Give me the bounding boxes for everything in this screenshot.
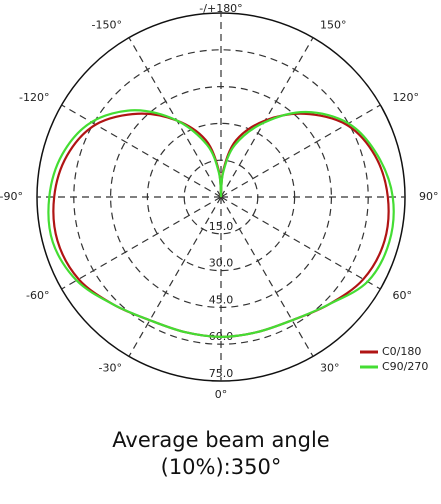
angle-label: 60° (392, 289, 412, 302)
angle-label: -30° (99, 361, 122, 374)
spoke (220, 104, 381, 198)
r-tick-label: 45.0 (209, 293, 234, 306)
spoke (220, 196, 381, 290)
ring (73, 49, 369, 345)
ring (183, 159, 259, 235)
angle-label: -/+180° (199, 2, 242, 15)
legend-label: C90/270 (382, 360, 428, 373)
caption: (10%):350° (161, 455, 282, 479)
angle-label: -90° (0, 190, 23, 203)
angle-label: 90° (419, 190, 439, 203)
ring (146, 122, 296, 272)
r-tick-label: 15.0 (209, 220, 234, 233)
legend-label: C0/180 (382, 345, 421, 358)
angle-label: -60° (26, 289, 49, 302)
angle-label: 30° (320, 361, 340, 374)
spoke (128, 196, 222, 357)
spoke (220, 37, 314, 198)
spoke (61, 196, 222, 290)
angle-label: 120° (392, 91, 419, 104)
angle-label: 0° (215, 388, 228, 401)
r-tick-label: 75.0 (209, 367, 234, 380)
r-tick-label: 30.0 (209, 257, 234, 270)
series-line (47, 109, 395, 338)
spoke (61, 104, 222, 198)
spoke (220, 196, 314, 357)
ring (109, 85, 333, 309)
angle-label: 150° (320, 19, 347, 32)
angle-label: -150° (92, 19, 122, 32)
caption: Average beam angle (112, 428, 329, 452)
angle-label: -120° (19, 91, 49, 104)
spoke (128, 37, 222, 198)
